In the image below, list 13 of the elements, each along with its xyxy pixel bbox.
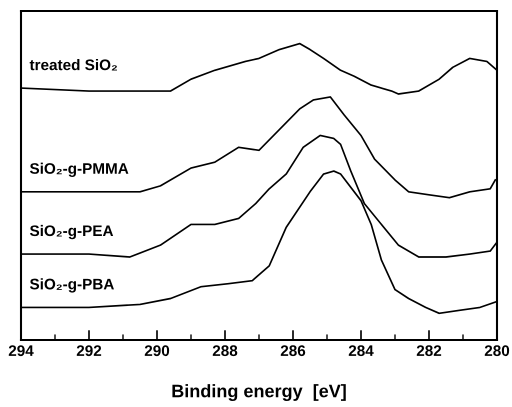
x-axis-title: Binding energy [eV] <box>172 384 346 402</box>
series-label: SiO₂-g-PEA <box>30 224 114 240</box>
x-tick-label: 288 <box>212 345 238 356</box>
series-label: treated SiO₂ <box>30 59 117 71</box>
series-label: SiO₂-g-PMMA <box>30 162 128 177</box>
x-tick-label: 280 <box>484 345 510 356</box>
series-label: SiO₂-g-PBA <box>30 278 114 293</box>
x-tick-label: 292 <box>76 345 102 356</box>
x-tick-label: 294 <box>8 345 34 356</box>
x-tick-label: 290 <box>144 345 170 356</box>
x-tick-label: 286 <box>280 345 306 356</box>
x-tick-label: 282 <box>416 345 442 356</box>
x-tick-label: 284 <box>348 345 374 356</box>
